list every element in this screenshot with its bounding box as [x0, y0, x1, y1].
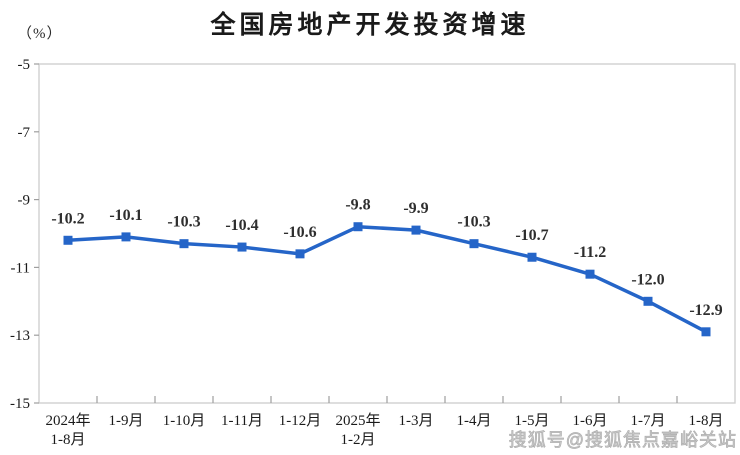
y-tick-label: -15 [10, 396, 30, 412]
x-tick-label: 1-8月 [689, 413, 724, 429]
data-point-marker [527, 252, 537, 262]
y-tick-label: -5 [18, 57, 31, 73]
x-tick-label: 2024年 [45, 412, 90, 429]
trend-line [67, 224, 707, 334]
data-point-marker [701, 327, 711, 337]
data-point-label: -10.2 [51, 210, 84, 227]
y-tick-label: -11 [11, 260, 30, 276]
data-point-marker [63, 235, 73, 245]
chart-title: 全国房地产开发投资增速 [210, 11, 530, 39]
x-tick-label: 1-6月 [573, 413, 608, 429]
x-tick-label: 1-11月 [221, 413, 263, 429]
data-point-marker [295, 249, 305, 259]
data-point-marker [237, 242, 247, 252]
plot-border [38, 63, 736, 404]
x-tick-label: 1-2月 [341, 432, 376, 448]
x-tick-label: 1-9月 [109, 413, 144, 429]
data-point-label: -10.3 [457, 214, 490, 231]
x-tick-label: 1-10月 [163, 413, 206, 429]
data-point-label: -10.3 [167, 214, 200, 231]
data-point-marker [411, 225, 421, 235]
y-axis-unit-label: （%） [17, 26, 63, 42]
x-tick-label: 1-12月 [279, 413, 322, 429]
x-tick-label: 1-4月 [457, 413, 492, 429]
x-tick-label: 1-3月 [399, 413, 434, 429]
data-point-label: -9.8 [345, 197, 370, 214]
data-point-label: -10.1 [109, 207, 142, 224]
data-point-marker [353, 222, 363, 232]
data-point-label: -10.6 [283, 224, 316, 241]
data-point-marker [121, 232, 131, 242]
data-point-label: -9.9 [403, 200, 428, 217]
data-point-marker [585, 269, 595, 279]
watermark-text: 搜狐号@搜狐焦点嘉峪关站 [508, 430, 737, 451]
x-tick-label: 1-7月 [631, 413, 666, 429]
data-point-label: -12.0 [631, 271, 664, 288]
x-tick-label: 1-8月 [51, 432, 86, 448]
data-point-marker [643, 296, 653, 306]
data-point-marker [469, 239, 479, 249]
y-tick-label: -7 [18, 125, 31, 141]
data-point-label: -10.7 [515, 227, 548, 244]
x-tick-label: 1-5月 [515, 413, 550, 429]
data-point-marker [179, 239, 189, 249]
y-tick-label: -9 [18, 193, 31, 209]
data-point-label: -10.4 [225, 217, 258, 234]
data-point-label: -12.9 [689, 302, 722, 319]
y-tick-label: -13 [10, 328, 30, 344]
x-tick-label: 2025年 [335, 412, 380, 429]
data-point-label: -11.2 [574, 244, 606, 261]
